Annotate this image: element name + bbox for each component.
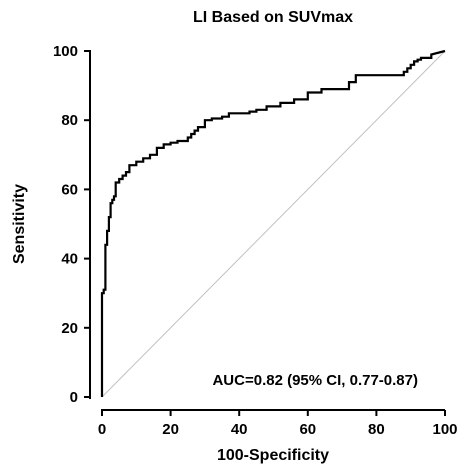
y-axis-title: Sensitivity xyxy=(11,184,28,264)
x-tick-label: 60 xyxy=(299,421,316,438)
y-tick-label: 60 xyxy=(61,181,78,198)
x-tick-label: 0 xyxy=(98,421,106,438)
x-axis-title: 100-Specificity xyxy=(217,447,329,464)
chart-title: LI Based on SUVmax xyxy=(193,9,353,26)
auc-annotation: AUC=0.82 (95% CI, 0.77-0.87) xyxy=(212,372,418,389)
y-tick-label: 100 xyxy=(53,43,78,60)
y-tick-label: 80 xyxy=(61,112,78,129)
y-tick-label: 0 xyxy=(70,389,78,406)
x-tick-label: 20 xyxy=(162,421,179,438)
x-tick-label: 80 xyxy=(368,421,385,438)
x-axis-ticks: 0 20 40 60 80 100 xyxy=(98,410,458,438)
x-tick-label: 40 xyxy=(231,421,248,438)
y-tick-label: 40 xyxy=(61,251,78,268)
reference-diagonal-line xyxy=(102,51,445,397)
y-axis-ticks: 0 20 40 60 80 100 xyxy=(53,43,90,406)
y-tick-label: 20 xyxy=(61,320,78,337)
x-tick-label: 100 xyxy=(432,421,457,438)
